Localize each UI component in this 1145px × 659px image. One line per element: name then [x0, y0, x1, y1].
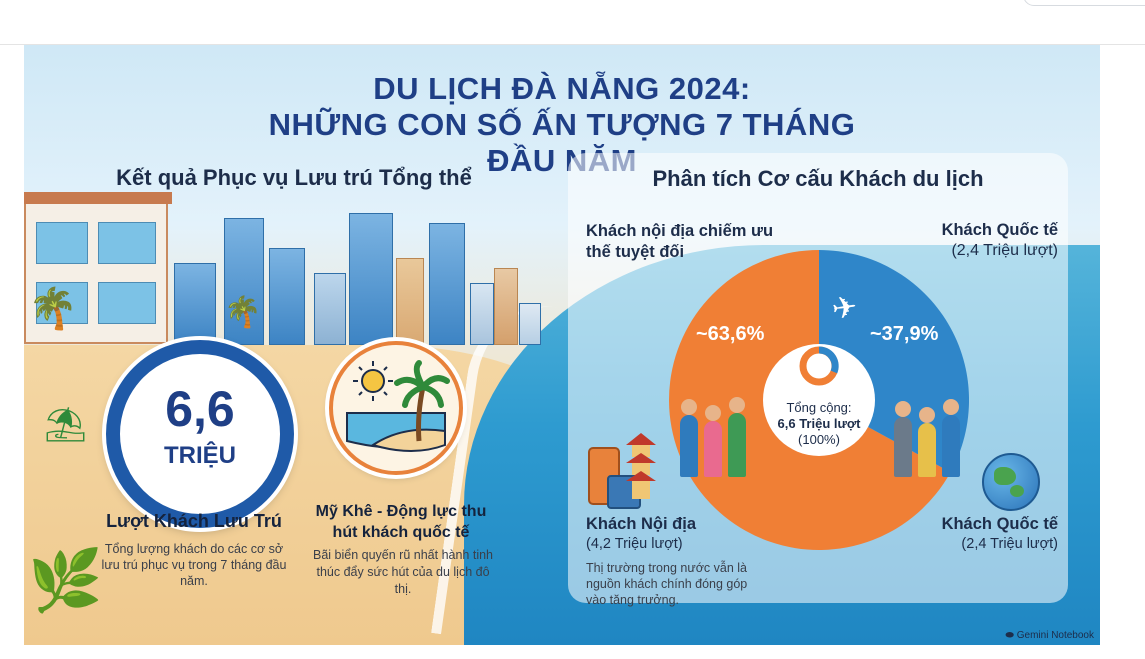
- domestic-name: Khách Nội địa: [586, 515, 697, 533]
- international-percentage: ~37,9%: [870, 323, 939, 345]
- domestic-travelers-illustration: [674, 377, 764, 477]
- pagoda-icon: [626, 433, 656, 499]
- stat-description: Tổng lượng khách do các cơ sở lưu trú ph…: [101, 542, 287, 588]
- villa-illustration: [24, 192, 172, 344]
- stat-value: 6,6: [165, 381, 235, 437]
- domestic-percentage: ~63,6%: [696, 323, 765, 345]
- globe-icon: [982, 453, 1040, 511]
- pie-center-total: Tổng cộng: 6,6 Triệu lượt (100%): [764, 400, 874, 448]
- domestic-description: Thị trường trong nước vẫn là nguồn khách…: [586, 561, 748, 607]
- intl-top-count: (2,4 Triệu lượt): [951, 242, 1058, 259]
- beach-label: Mỹ Khê - Động lực thu hút khách quốc tế: [315, 503, 487, 541]
- beach-scene-icon: [346, 360, 450, 452]
- stat-label: Lượt Khách Lưu Trú: [106, 511, 282, 531]
- leaf-icon: 🌿: [28, 547, 103, 614]
- notebook-logo-icon: ⬬: [1005, 630, 1014, 641]
- intl-bottom-block: Khách Quốc tế (2,4 Triệu lượt): [904, 515, 1058, 552]
- palm-tree-icon: 🌴: [224, 296, 262, 329]
- stat-unit: TRIỆU: [164, 442, 236, 469]
- total-label: Tổng cộng:: [786, 400, 852, 415]
- title-line-2: NHỮNG CON SỐ ẤN TƯỢNG 7 THÁNG ĐẦU NĂM: [268, 107, 856, 178]
- international-travelers-illustration: [890, 377, 980, 477]
- domestic-block: Khách Nội địa (4,2 Triệu lượt) Thị trườn…: [586, 515, 786, 608]
- infographic-canvas: 🌴 🌴 ⛱ 🌿 DU LỊCH ĐÀ NẴNG 2024: NHỮNG CON …: [24, 45, 1100, 645]
- right-section-heading: Phân tích Cơ cấu Khách du lịch: [652, 166, 984, 191]
- page-title: DU LỊCH ĐÀ NẴNG 2024: NHỮNG CON SỐ ẤN TƯ…: [262, 71, 862, 179]
- intl-top-label: Khách Quốc tế (2,4 Triệu lượt): [904, 221, 1058, 260]
- footer-credit-text: Gemini Notebook: [1016, 630, 1094, 641]
- title-line-1: DU LỊCH ĐÀ NẴNG 2024:: [373, 71, 751, 106]
- beach-description: Bãi biển quyến rũ nhất hành tinh thúc đẩ…: [313, 548, 493, 596]
- domestic-dominance-note: Khách nội địa chiếm ưu thế tuyệt đối: [586, 222, 774, 261]
- intl-bottom-name: Khách Quốc tế: [941, 515, 1058, 533]
- city-skyline-illustration: [174, 195, 554, 345]
- toolbar-pill[interactable]: [1023, 0, 1145, 6]
- domestic-count: (4,2 Triệu lượt): [586, 536, 683, 552]
- footer-credit: ⬬ Gemini Notebook: [1005, 630, 1094, 641]
- left-section-heading: Kết quả Phục vụ Lưu trú Tổng thể: [116, 165, 472, 190]
- pie-center-hole: [763, 344, 875, 456]
- stat-circle: 6,6 TRIỆU: [106, 340, 294, 528]
- beach-icon-circle: [329, 341, 463, 475]
- intl-bottom-count: (2,4 Triệu lượt): [961, 536, 1058, 552]
- total-value: 6,6 Triệu lượt: [777, 416, 861, 431]
- beach-umbrella-icon: ⛱: [44, 406, 88, 444]
- palm-tree-icon: 🌴: [28, 287, 78, 331]
- airplane-icon: ✈: [829, 290, 860, 327]
- browser-top-bar: [0, 0, 1145, 45]
- intl-top-name: Khách Quốc tế: [941, 221, 1058, 239]
- total-percent: (100%): [798, 432, 840, 447]
